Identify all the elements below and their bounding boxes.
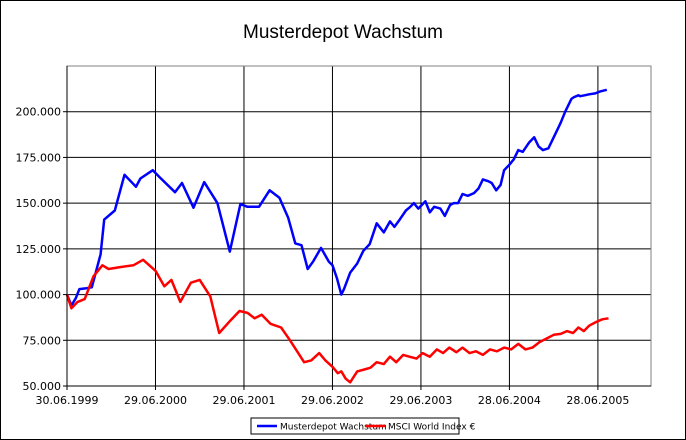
x-tick-label: 28.06.2005 [566,394,629,407]
series-lines [65,88,609,384]
y-tick-label: 75.000 [23,334,62,347]
y-tick-label: 125.000 [16,243,62,256]
x-tick-label: 29.06.2002 [301,394,364,407]
x-tick-label: 29.06.2003 [389,394,452,407]
x-tick-label: 30.06.1999 [36,394,99,407]
axes: 50.000 75.000 100.000 125.000 150.000 175.000… [16,66,651,407]
legend-box [250,417,460,435]
legend-label-0: Musterdepot Wachstum [280,423,387,433]
x-tick-label: 28.06.2004 [478,394,541,407]
y-tick-label: 150.000 [16,197,62,210]
x-tick-label: 29.06.2001 [212,394,275,407]
y-tick-label: 175.000 [16,151,62,164]
series-line-1 [65,258,609,384]
legend: Musterdepot Wachstum MSCI World Index € [250,417,476,435]
y-tick-label: 200.000 [16,106,62,119]
x-tick-label: 29.06.2000 [124,394,187,407]
y-tick-label: 50.000 [23,380,62,393]
series-line-0 [65,88,608,307]
chart-title: Musterdepot Wachstum [243,22,443,43]
legend-label-1: MSCI World Index € [388,423,476,433]
y-tick-label: 100.000 [16,289,62,302]
